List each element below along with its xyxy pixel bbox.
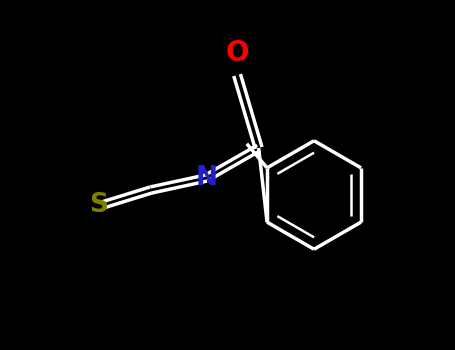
Text: S: S bbox=[90, 192, 108, 218]
Text: N: N bbox=[195, 165, 217, 191]
Text: O: O bbox=[225, 39, 249, 67]
